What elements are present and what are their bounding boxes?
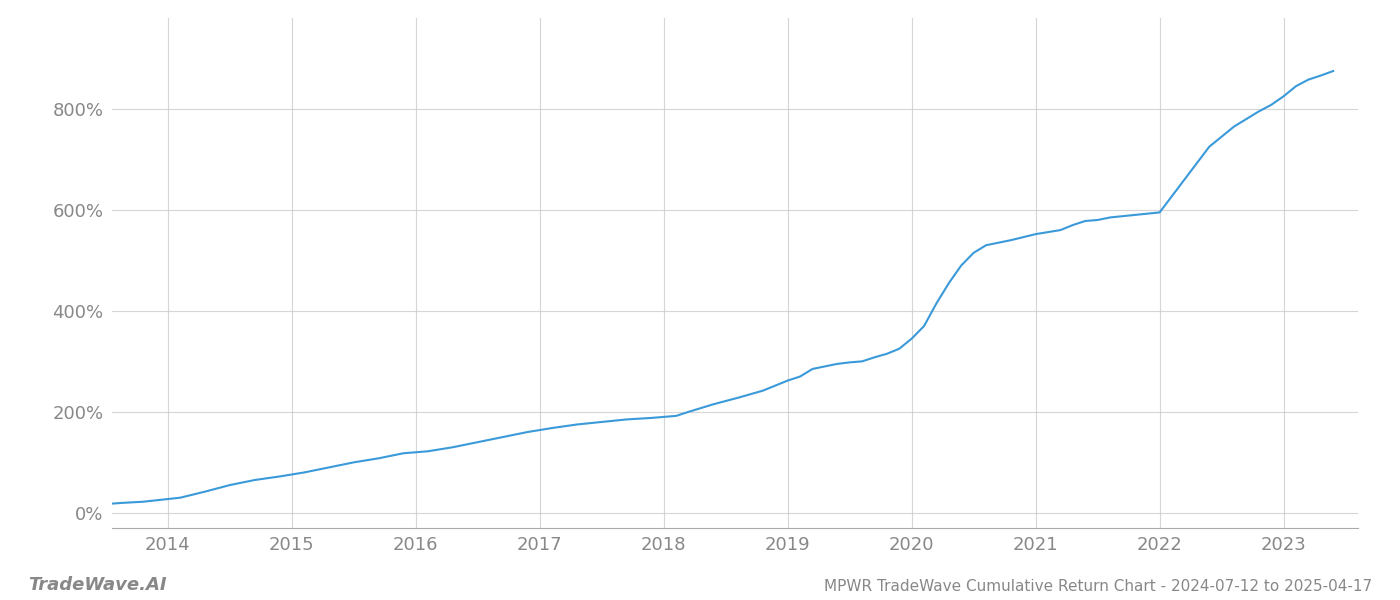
Text: TradeWave.AI: TradeWave.AI: [28, 576, 167, 594]
Text: MPWR TradeWave Cumulative Return Chart - 2024-07-12 to 2025-04-17: MPWR TradeWave Cumulative Return Chart -…: [823, 579, 1372, 594]
